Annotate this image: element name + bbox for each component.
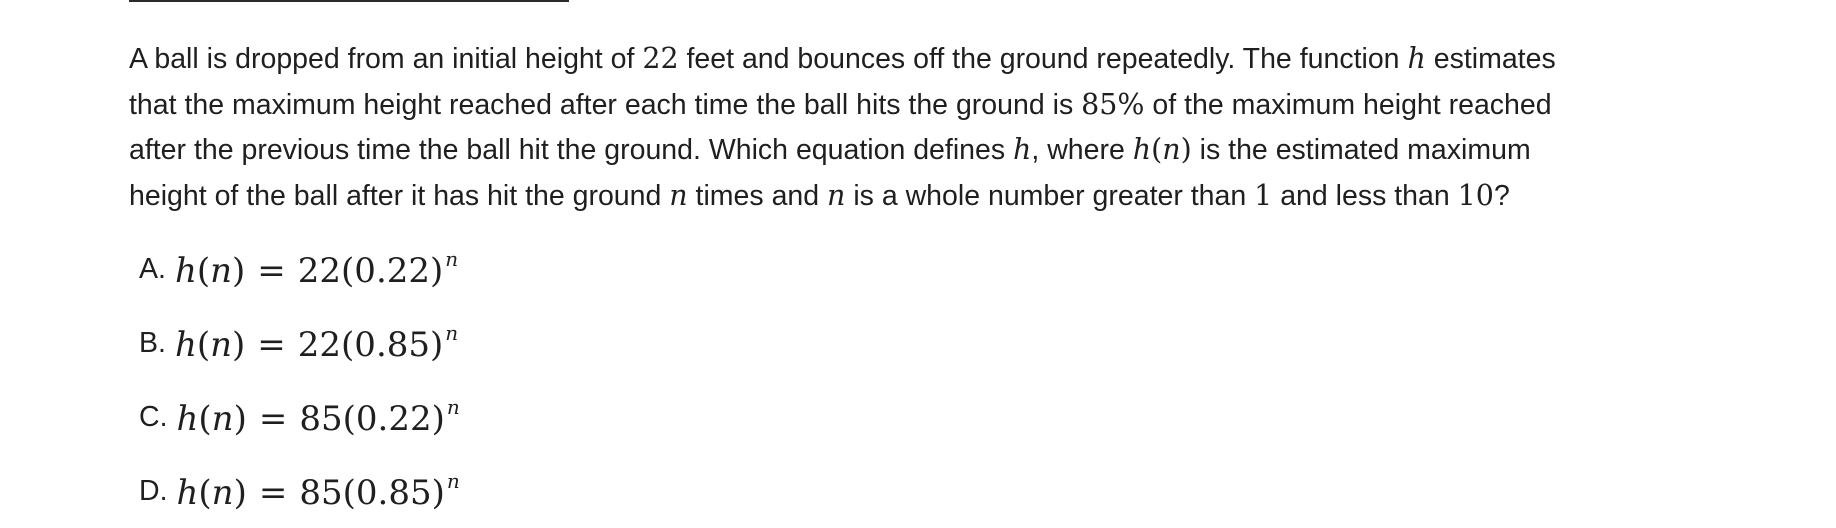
- question-text: A ball is dropped from an initial height…: [129, 36, 1829, 218]
- question-line-1: A ball is dropped from an initial height…: [129, 36, 1829, 82]
- question-text-segment: and less than: [1272, 179, 1458, 212]
- math-paren: (: [1151, 133, 1163, 166]
- equation-paren: (: [198, 473, 212, 513]
- math-variable: n: [827, 178, 846, 212]
- math-paren: ): [1180, 133, 1192, 166]
- choice-equation: h(n) = 85(0.22) n: [177, 395, 460, 439]
- equation-paren: ): [232, 251, 246, 291]
- choice-c[interactable]: C. h(n) = 85(0.22) n: [139, 380, 1039, 454]
- choice-label: C.: [139, 400, 168, 433]
- equation-base: (0.22): [342, 399, 445, 439]
- choice-a[interactable]: A. h(n) = 22(0.22) n: [139, 232, 1039, 306]
- math-variable: h: [1407, 42, 1426, 75]
- math-value: 85%: [1081, 87, 1145, 121]
- question-text-segment: of the maximum height reached: [1144, 88, 1552, 121]
- question-text-segment: , where: [1031, 134, 1133, 166]
- equation-function: h: [174, 325, 197, 365]
- question-line-4: height of the ball after it has hit the …: [129, 173, 1829, 219]
- equation-variable: n: [210, 325, 233, 365]
- choice-equation: h(n) = 22(0.85) n: [175, 321, 458, 365]
- equation-coefficient: 85: [299, 473, 343, 513]
- equation-paren: (: [196, 325, 211, 365]
- equation-paren: ): [233, 399, 247, 439]
- question-text-segment: ?: [1493, 179, 1510, 212]
- equation-paren: (: [198, 399, 212, 439]
- question-text-segment: that the maximum height reached after ea…: [129, 88, 1082, 121]
- equation-equals: =: [257, 251, 286, 291]
- equation-exponent: n: [445, 247, 459, 271]
- choice-b[interactable]: B. h(n) = 22(0.85) n: [139, 306, 1039, 380]
- math-value: 1: [1254, 178, 1273, 212]
- question-text-segment: is a whole number greater than: [845, 179, 1255, 212]
- choice-equation: h(n) = 85(0.85) n: [177, 469, 460, 513]
- question-text-segment: estimates: [1425, 43, 1556, 75]
- question-line-3: after the previous time the ball hit the…: [129, 127, 1829, 173]
- math-variable: h: [1132, 133, 1152, 166]
- choice-equation: h(n) = 22(0.22) n: [175, 247, 458, 291]
- equation-exponent: n: [445, 321, 459, 345]
- equation-base: (0.85): [342, 473, 445, 513]
- equation-function: h: [176, 399, 199, 439]
- equation-paren: (: [196, 251, 211, 291]
- equation-variable: n: [210, 251, 233, 291]
- question-text-segment: A ball is dropped from an initial height…: [129, 43, 643, 75]
- equation-coefficient: 22: [297, 251, 342, 291]
- choice-label: A.: [139, 252, 166, 285]
- equation-function: h: [174, 251, 197, 291]
- choice-d[interactable]: D. h(n) = 85(0.85) n: [139, 454, 1039, 528]
- equation-exponent: n: [446, 395, 460, 419]
- answer-choices: A. h(n) = 22(0.22) n B. h(n) = 22(0.85) n C. h…: [139, 232, 1039, 528]
- math-value: 10: [1457, 178, 1494, 212]
- math-value: 22: [642, 42, 679, 75]
- math-variable: h: [1013, 133, 1032, 166]
- question-text-segment: is the estimated maximum: [1191, 134, 1531, 166]
- equation-equals: =: [257, 325, 286, 365]
- choice-label: D.: [139, 474, 168, 507]
- equation-function: h: [176, 473, 199, 513]
- question-text-segment: height of the ball after it has hit the …: [129, 179, 670, 212]
- equation-paren: ): [232, 325, 246, 365]
- question-text-segment: times and: [687, 179, 828, 212]
- equation-equals: =: [258, 473, 288, 513]
- equation-paren: ): [233, 473, 247, 513]
- question-text-segment: after the previous time the ball hit the…: [129, 134, 1014, 166]
- top-divider: [129, 0, 569, 2]
- math-variable: n: [1162, 133, 1181, 166]
- equation-exponent: n: [446, 469, 460, 493]
- equation-base: (0.22): [341, 251, 444, 291]
- equation-variable: n: [211, 399, 234, 439]
- question-text-segment: feet and bounces off the ground repeated…: [678, 43, 1408, 75]
- equation-variable: n: [211, 473, 234, 513]
- equation-coefficient: 22: [297, 325, 342, 365]
- equation-base: (0.85): [341, 325, 444, 365]
- equation-coefficient: 85: [299, 399, 343, 439]
- equation-equals: =: [258, 399, 288, 439]
- choice-label: B.: [139, 326, 166, 359]
- question-line-2: that the maximum height reached after ea…: [129, 82, 1829, 128]
- math-variable: n: [669, 178, 688, 212]
